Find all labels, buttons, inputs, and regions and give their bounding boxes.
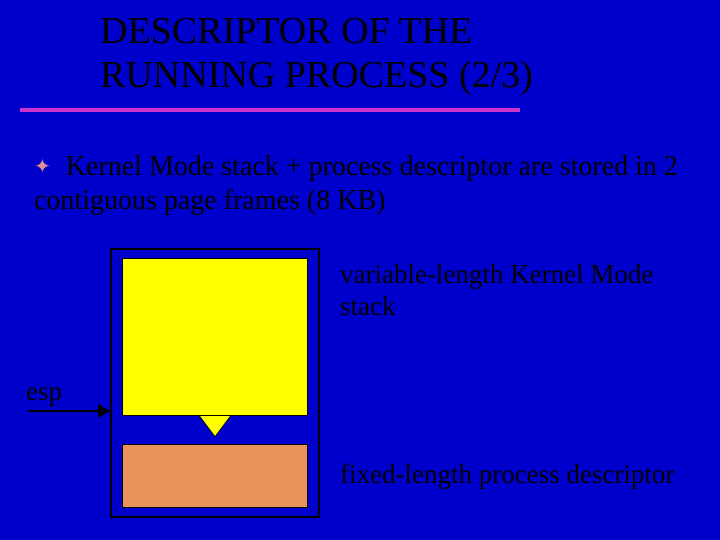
bullet-marker-icon: ✦	[34, 156, 51, 178]
esp-pointer-label: esp	[26, 376, 62, 407]
process-descriptor-box	[122, 444, 308, 508]
kernel-stack-box	[122, 258, 308, 416]
esp-arrow-line	[28, 410, 100, 412]
title-line-1: DESCRIPTOR OF THE	[100, 10, 472, 52]
bullet-text: Kernel Mode stack + process descriptor a…	[34, 151, 678, 216]
stack-growth-arrow-icon	[200, 416, 230, 436]
esp-arrow-head-icon	[98, 404, 110, 418]
title-underline	[20, 108, 520, 112]
descriptor-label: fixed-length process descriptor	[340, 458, 690, 490]
stack-label: variable-length Kernel Mode stack	[340, 258, 690, 323]
slide-title: DESCRIPTOR OF THE RUNNING PROCESS (2/3)	[0, 0, 620, 97]
title-line-2: RUNNING PROCESS (2/3)	[100, 54, 533, 96]
memory-layout-diagram	[110, 248, 320, 518]
bullet-item: ✦ Kernel Mode stack + process descriptor…	[34, 150, 694, 217]
